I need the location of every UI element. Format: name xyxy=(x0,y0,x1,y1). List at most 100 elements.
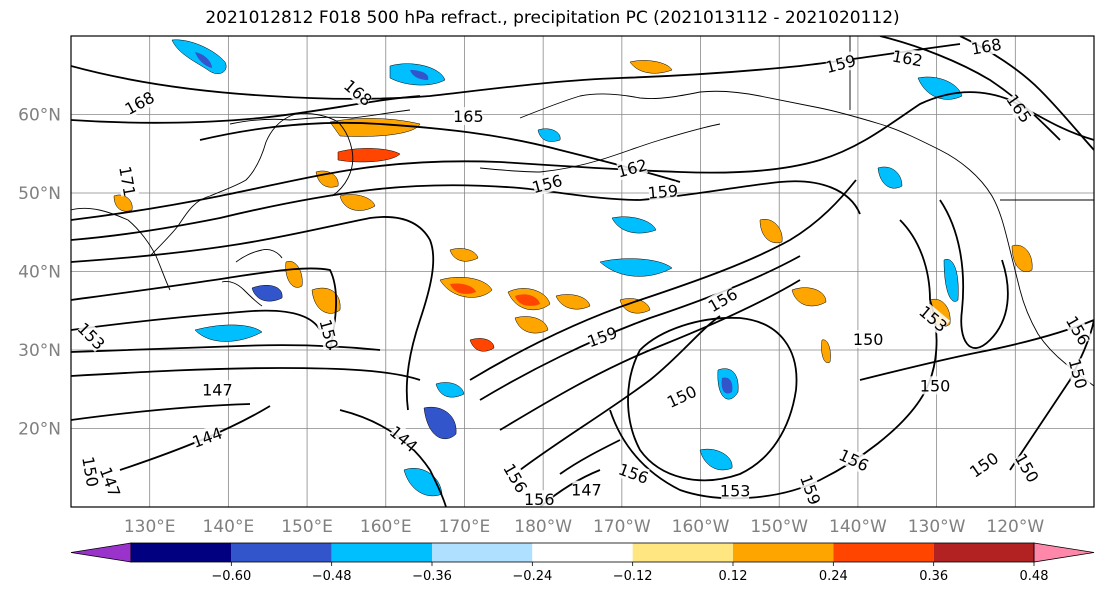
contour-label-text: 156 xyxy=(524,490,555,509)
precip-patch xyxy=(423,406,457,440)
contour-line xyxy=(71,95,681,183)
precip-patch xyxy=(339,194,376,211)
precip-patch xyxy=(449,248,479,262)
precipitation-shading xyxy=(113,39,1033,497)
precip-patch xyxy=(611,216,657,234)
contour-label-text: 165 xyxy=(453,107,484,126)
precip-patch xyxy=(877,166,903,189)
contour-lines xyxy=(71,36,1094,507)
coastlines xyxy=(71,36,1094,387)
lat-tick-label: 60°N xyxy=(18,106,61,126)
lon-tick-label: 150°W xyxy=(750,517,808,537)
precip-patch xyxy=(537,128,561,142)
lon-tick-label: 150°E xyxy=(281,517,333,537)
latitude-axis: 60°N 50°N 40°N 30°N 20°N xyxy=(18,106,61,440)
contour-label-bg xyxy=(75,319,108,353)
colorbar-frame xyxy=(130,542,1035,563)
precip-patch xyxy=(721,377,733,394)
contour-line xyxy=(71,43,961,100)
contour-line xyxy=(519,315,721,471)
contour-line xyxy=(71,180,861,241)
contour-label-bg xyxy=(203,380,232,399)
canada-border xyxy=(849,36,1094,201)
lon-tick-label: 140°W xyxy=(829,517,887,537)
contour-label-bg xyxy=(454,107,483,126)
contour-line xyxy=(899,199,1009,349)
contour-label: 156 xyxy=(524,490,555,509)
contour-label-text: 150 xyxy=(853,330,884,349)
longitude-axis: 130°E 140°E 150°E 160°E 170°E 180°W 170°W 160°W… xyxy=(124,517,1045,537)
map-title: 2021012812 F018 500 hPa refract., precip… xyxy=(205,8,900,28)
contour-label-bg xyxy=(531,171,563,196)
contour-label: 150 xyxy=(853,330,884,349)
contour-label: 147 xyxy=(202,380,233,399)
contour-label-bg xyxy=(116,165,139,197)
contour-label-bg xyxy=(892,46,923,70)
lon-tick-label: 120°W xyxy=(986,517,1044,537)
precip-patch xyxy=(311,287,341,314)
contour-label-bg xyxy=(970,34,1002,58)
contour-label-bg xyxy=(190,423,224,451)
precip-patch xyxy=(1011,244,1033,272)
contour-label-bg xyxy=(721,481,750,500)
lat-tick-label: 30°N xyxy=(18,341,61,361)
contour-label: 150 xyxy=(920,376,950,395)
colorbar-segment xyxy=(532,543,633,562)
contour-label-text: 147 xyxy=(202,380,233,399)
contour-line xyxy=(479,255,801,401)
colorbar-min-extend xyxy=(70,542,132,563)
lon-tick-label: 160°W xyxy=(672,517,730,537)
precip-patch xyxy=(514,316,549,334)
contour-label-bg xyxy=(967,449,1001,481)
precip-patch xyxy=(821,339,831,364)
lat-tick-label: 50°N xyxy=(18,184,61,204)
contour-line xyxy=(627,316,798,482)
plot-frame xyxy=(70,35,1095,508)
contour-label-bg xyxy=(921,376,950,395)
contour-label-bg xyxy=(500,461,531,495)
precip-patch xyxy=(469,338,495,352)
colorbar: −0.60 −0.48 −0.36 −0.24 −0.12 0.12 0.24 0.36 0.4… xyxy=(70,542,1095,584)
precip-patch xyxy=(515,294,540,306)
lon-tick-label: 170°E xyxy=(439,517,491,537)
contour-label-bg xyxy=(1063,313,1094,347)
contour-label: 165 xyxy=(453,107,484,126)
precip-patch xyxy=(629,60,673,74)
contour-label-bg xyxy=(837,445,871,474)
lon-tick-label: 170°W xyxy=(593,517,651,537)
lon-tick-label: 160°E xyxy=(360,517,412,537)
precip-patch xyxy=(619,298,651,314)
precip-patch xyxy=(285,261,303,288)
contour-line xyxy=(71,344,421,381)
contour-line xyxy=(71,216,435,411)
contour-line xyxy=(609,299,938,500)
asia-coastline xyxy=(71,113,297,291)
precip-patch xyxy=(435,382,465,398)
lat-tick-label: 20°N xyxy=(18,420,61,440)
contour-label-bg xyxy=(525,490,554,509)
contour-label: 159 xyxy=(647,181,679,203)
contour-label-bg xyxy=(648,181,678,202)
contour-label-bg xyxy=(1012,451,1042,485)
precip-patch xyxy=(699,448,733,471)
contour-label-bg xyxy=(341,76,375,109)
contour-label: 168 xyxy=(970,35,1003,59)
colorbar-tick-label: 0.48 xyxy=(1020,569,1049,584)
lon-tick-label: 140°E xyxy=(203,517,255,537)
contour-label-bg xyxy=(387,422,421,455)
contour-label: 147 xyxy=(571,480,602,500)
lon-tick-label: 130°W xyxy=(908,517,966,537)
contour-label-bg xyxy=(916,302,950,335)
colorbar-segment xyxy=(733,543,834,562)
precip-patch xyxy=(759,218,783,244)
colorbar-tick-label: 0.24 xyxy=(819,569,848,584)
colorbar-tick-label: 0.12 xyxy=(719,569,748,584)
contour-label-bg xyxy=(617,459,650,487)
contour-label-bg xyxy=(1003,91,1035,125)
contour-line xyxy=(469,179,857,381)
contour-label-bg xyxy=(665,382,699,411)
contour-label-text: 153 xyxy=(720,482,751,501)
contour-line xyxy=(71,267,337,351)
colorbar-segment xyxy=(632,543,733,562)
